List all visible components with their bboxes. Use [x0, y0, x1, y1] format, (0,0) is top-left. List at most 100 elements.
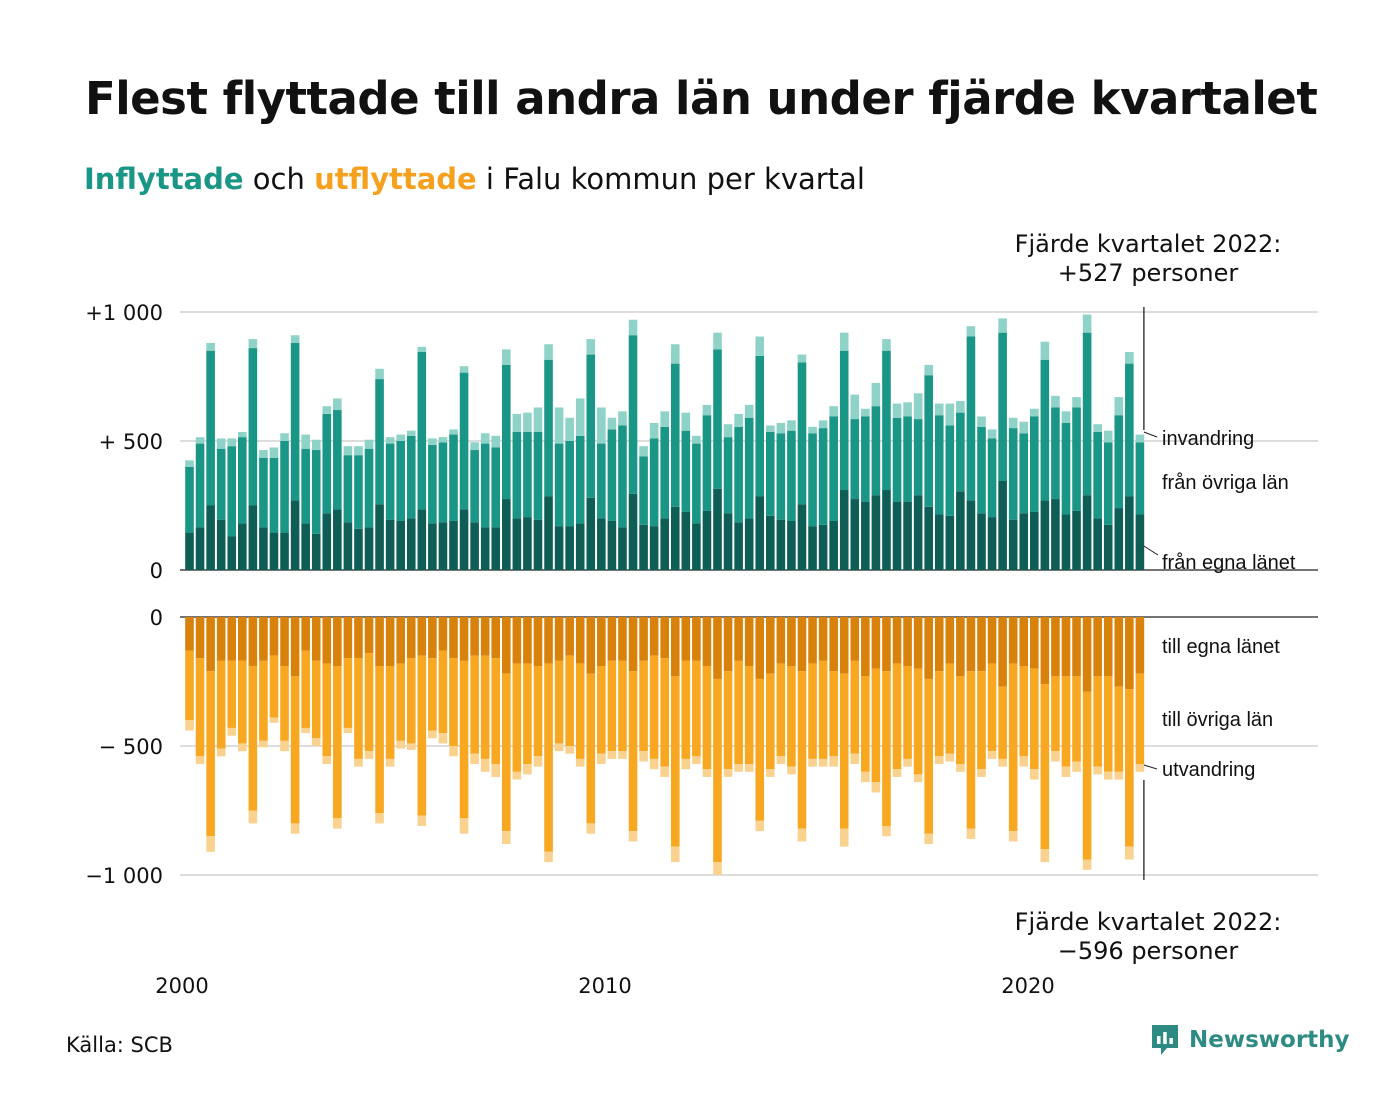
inflow-bar-från-övriga-län	[945, 425, 955, 516]
inflow-bar-från-egna-länet	[523, 517, 532, 570]
inflow-bar-invandring	[533, 407, 543, 432]
outflow-bar-utvandring	[1103, 771, 1113, 780]
inflow-bar-från-egna-länet	[280, 532, 289, 570]
outflow-bar-till-egna-länet	[185, 617, 194, 651]
outflow-bar-till-egna-länet	[428, 617, 437, 659]
outflow-bar-utvandring	[491, 764, 501, 777]
outflow-bar-till-övriga-län	[311, 660, 321, 739]
inflow-bar-från-övriga-län	[1019, 433, 1029, 514]
inflow-bar-från-egna-länet	[660, 518, 669, 570]
outflow-bar-till-egna-länet	[649, 617, 659, 656]
segment-leader	[1143, 545, 1159, 556]
inflow-bar-invandring	[354, 446, 363, 456]
inflow-bar-från-egna-länet	[1061, 514, 1071, 570]
outflow-bar-utvandring	[987, 751, 997, 759]
outflow-bar-till-övriga-län	[449, 658, 458, 746]
outflow-bar-till-övriga-län	[744, 666, 754, 765]
outflow-bar-till-övriga-län	[639, 660, 648, 752]
inflow-bar-från-övriga-län	[396, 441, 405, 521]
inflow-bar-invandring	[1030, 408, 1039, 417]
inflow-bar-från-övriga-län	[1051, 407, 1060, 500]
inflow-bar-från-egna-länet	[491, 527, 501, 570]
inflow-bar-invandring	[934, 403, 944, 416]
inflow-bar-från-övriga-län	[428, 444, 437, 524]
outflow-bar-utvandring	[660, 766, 669, 777]
inflow-bar-invandring	[681, 412, 691, 431]
inflow-bar-invandring	[913, 393, 923, 420]
outflow-bar-till-egna-länet	[839, 617, 849, 674]
inflow-bar-från-egna-länet	[818, 524, 828, 570]
outflow-bar-utvandring	[1072, 761, 1081, 772]
outflow-bar-till-egna-länet	[333, 617, 342, 667]
outflow-bar-utvandring	[966, 828, 976, 839]
inflow-bar-från-egna-länet	[639, 524, 648, 570]
outflow-bar-till-egna-länet	[1051, 617, 1060, 677]
outflow-bar-utvandring	[575, 758, 585, 767]
inflow-bar-från-egna-länet	[924, 506, 933, 570]
outflow-bar-till-övriga-län	[343, 658, 353, 728]
outflow-bar-till-övriga-län	[1061, 676, 1071, 767]
inflow-bar-från-egna-länet	[913, 495, 923, 570]
outflow-bar-till-övriga-län	[375, 666, 384, 814]
inflow-bar-från-egna-länet	[607, 520, 617, 570]
inflow-bar-invandring	[1051, 395, 1060, 408]
outflow-bar-utvandring	[723, 769, 733, 777]
inflow-bar-invandring	[364, 439, 374, 449]
inflow-bar-från-övriga-län	[734, 426, 743, 523]
inflow-bar-invandring	[375, 368, 384, 380]
outflow-bar-till-övriga-län	[206, 671, 215, 837]
outflow-bar-utvandring	[1019, 756, 1029, 767]
inflow-bar-invandring	[238, 431, 247, 438]
inflow-bar-från-övriga-län	[966, 336, 976, 501]
outflow-bar-utvandring	[428, 730, 437, 739]
outflow-bar-till-övriga-län	[470, 655, 479, 754]
source-note: Källa: SCB	[66, 1033, 173, 1057]
inflow-bar-invandring	[185, 460, 194, 467]
inflow-bar-invandring	[924, 364, 933, 376]
outflow-bar-till-övriga-län	[829, 671, 838, 757]
outflow-bar-utvandring	[934, 756, 944, 765]
inflow-bar-från-övriga-län	[1030, 416, 1039, 512]
inflow-bar-invandring	[702, 404, 712, 416]
inflow-bar-invandring	[195, 437, 205, 444]
inflow-bar-från-egna-länet	[1019, 513, 1029, 570]
inflow-bar-från-egna-länet	[459, 509, 469, 570]
outflow-bar-till-egna-länet	[702, 617, 712, 667]
inflow-bar-invandring	[829, 406, 838, 417]
outflow-bar-till-övriga-län	[776, 663, 786, 757]
inflow-bar-från-övriga-län	[1008, 428, 1018, 520]
outflow-bar-utvandring	[438, 733, 448, 744]
inflow-bar-från-egna-länet	[628, 493, 638, 570]
inflow-bar-invandring	[1103, 430, 1113, 443]
outflow-bar-utvandring	[195, 756, 205, 765]
outflow-bar-till-övriga-län	[681, 660, 691, 759]
outflow-bar-till-egna-länet	[438, 617, 448, 651]
outflow-bar-till-egna-länet	[850, 617, 860, 661]
outflow-bar-utvandring	[533, 756, 543, 767]
outflow-bar-utvandring	[1135, 764, 1145, 772]
outflow-bar-till-egna-länet	[734, 617, 743, 661]
inflow-bar-från-övriga-län	[491, 447, 501, 528]
outflow-bar-till-egna-länet	[829, 617, 838, 672]
inflow-bar-från-övriga-län	[618, 425, 627, 528]
inflow-bar-från-övriga-län	[1072, 407, 1081, 511]
outflow-bar-till-övriga-län	[618, 660, 627, 752]
inflow-bar-invandring	[322, 406, 332, 414]
outflow-bar-till-egna-länet	[861, 617, 870, 677]
inflow-bar-invandring	[269, 447, 279, 458]
inflow-bar-från-övriga-län	[364, 448, 374, 528]
outflow-bar-till-egna-länet	[618, 617, 627, 661]
outflow-bar-till-egna-länet	[396, 617, 405, 664]
outflow-bar-utvandring	[808, 758, 817, 767]
inflow-bar-från-egna-länet	[1082, 495, 1092, 570]
outflow-bar-utvandring	[544, 851, 553, 863]
outflow-bar-utvandring	[903, 758, 912, 767]
chart-subtitle: Inflyttade och utflyttade i Falu kommun …	[84, 162, 865, 196]
inflow-bar-från-egna-länet	[850, 499, 860, 570]
inflow-bar-från-egna-länet	[766, 515, 775, 570]
inflow-bar-invandring	[333, 398, 342, 411]
inflow-bar-från-övriga-län	[903, 416, 912, 502]
inflow-bar-från-egna-länet	[227, 536, 237, 570]
outflow-bar-till-egna-länet	[892, 617, 902, 664]
inflow-bar-från-övriga-län	[649, 438, 659, 527]
